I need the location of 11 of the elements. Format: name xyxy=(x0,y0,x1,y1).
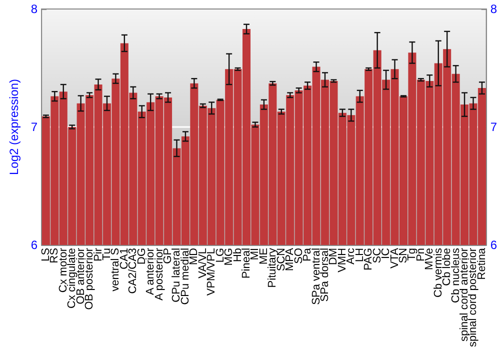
x-tick-label: Retina xyxy=(476,247,488,280)
y2-tick-label: 6 xyxy=(490,238,498,252)
y-axis-title: Log2 (expression) xyxy=(7,78,21,176)
x-tick-label: A posterior xyxy=(153,248,166,301)
x-tick-label: Tg xyxy=(406,248,418,261)
x-tick-label: OB posterior xyxy=(84,248,96,310)
y-tick-label: 8 xyxy=(30,2,38,16)
y2-tick-label: 7 xyxy=(490,120,498,134)
y-tick-label: 7 xyxy=(30,120,38,134)
y-tick-label: 6 xyxy=(30,238,38,252)
y2-tick-label: 8 xyxy=(490,2,498,16)
